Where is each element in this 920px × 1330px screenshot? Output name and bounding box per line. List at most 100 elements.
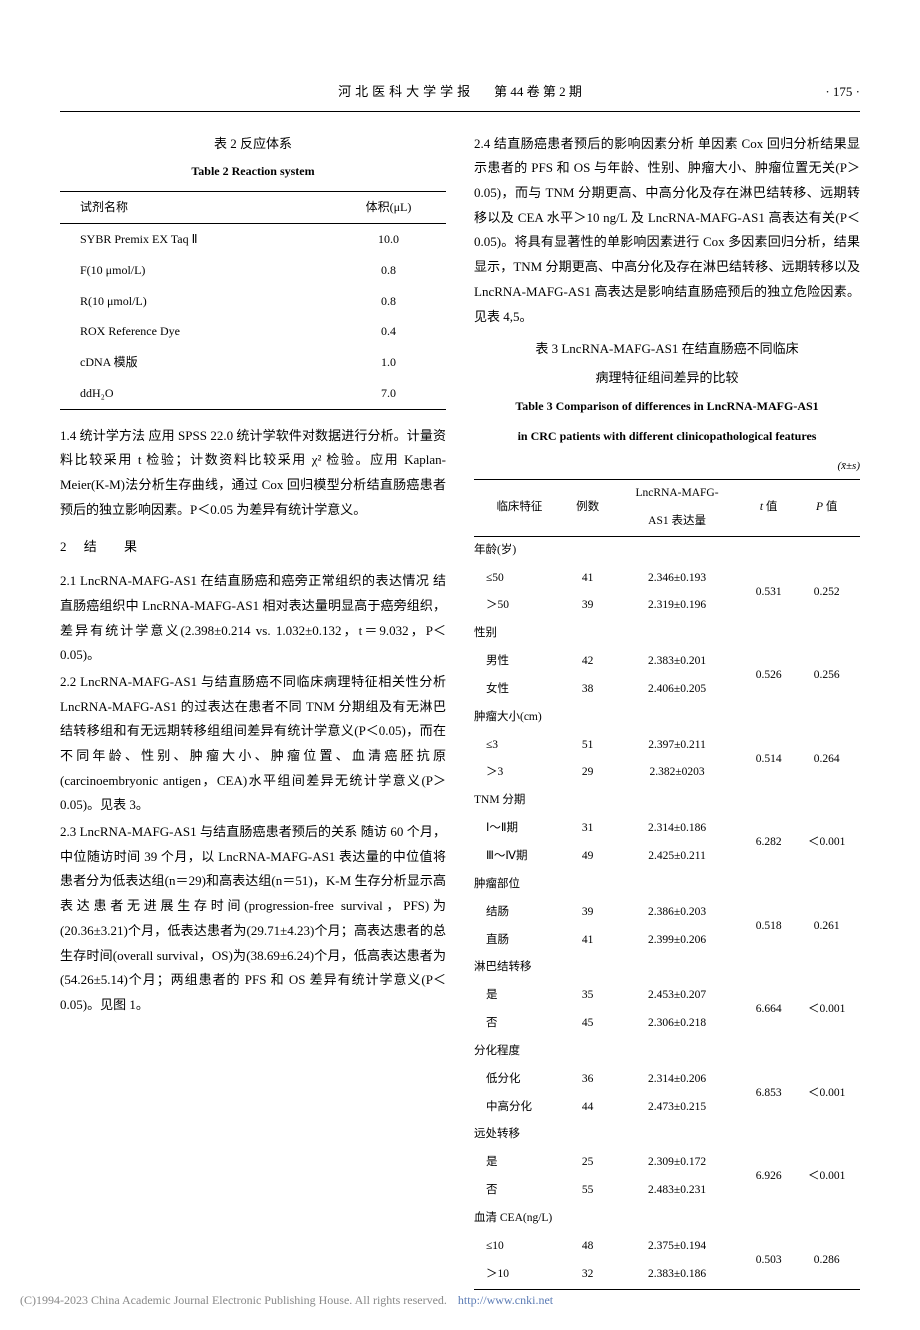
t-value: 6.926 [744,1149,794,1205]
table-cell: 55 [565,1177,610,1205]
table-cell: 0.4 [331,316,446,347]
table2-col-name: 试剂名称 [60,192,331,224]
table-cell: 31 [565,815,610,843]
left-column: 表 2 反应体系 Table 2 Reaction system 试剂名称 体积… [60,132,446,1290]
table-row: Ⅰ～Ⅱ期312.314±0.1866.282＜0.001 [474,815,860,843]
table-cell: 中高分化 [474,1094,565,1122]
table-group-head: 年龄(岁) [474,536,860,564]
table-row: SYBR Premix EX Taq Ⅱ10.0 [60,223,446,254]
table-cell: 36 [565,1066,610,1094]
table-row: ≤3512.397±0.2110.5140.264 [474,732,860,760]
table-row: R(10 μmol/L)0.8 [60,286,446,317]
p-value: 0.286 [793,1233,860,1289]
page-header: 河北医科大学学报 第 44 卷 第 2 期 · 175 · [60,80,860,112]
t-value: 6.664 [744,982,794,1038]
p-value: 0.256 [793,648,860,704]
table-cell: 42 [565,648,610,676]
issue-info: 第 44 卷 第 2 期 [494,80,582,105]
table-cell: ROX Reference Dye [60,316,331,347]
table-group-head: 分化程度 [474,1038,860,1066]
para-2-2: 2.2 LncRNA-MAFG-AS1 与结直肠癌不同临床病理特征相关性分析 L… [60,670,446,818]
p-value: 0.261 [793,899,860,955]
table2-caption-en: Table 2 Reaction system [60,160,446,183]
table-cell: 41 [565,565,610,593]
para-2-3: 2.3 LncRNA-MAFG-AS1 与结直肠癌患者预后的关系 随访 60 个… [60,820,446,1018]
two-column-layout: 表 2 反应体系 Table 2 Reaction system 试剂名称 体积… [60,132,860,1290]
t-value: 0.526 [744,648,794,704]
t3-col-expr-a: LncRNA-MAFG- [610,480,743,508]
p-value: ＜0.001 [793,982,860,1038]
table-cell: ≤50 [474,565,565,593]
table-cell: 0.8 [331,255,446,286]
table-cell: 39 [565,592,610,620]
table-cell: 7.0 [331,378,446,409]
t3-col-p: P 值 [793,480,860,537]
table-cell: ≤3 [474,732,565,760]
table-group-head: 性别 [474,620,860,648]
table-cell: 是 [474,1149,565,1177]
table-group-head: 淋巴结转移 [474,954,860,982]
t3-col-n: 例数 [565,480,610,537]
table3: 临床特征 例数 LncRNA-MAFG- t 值 P 值 AS1 表达量 年龄(… [474,479,860,1289]
table3-block: 表 3 LncRNA-MAFG-AS1 在结直肠癌不同临床 病理特征组间差异的比… [474,337,860,1289]
table-cell: 否 [474,1177,565,1205]
table-row: F(10 μmol/L)0.8 [60,255,446,286]
para-2-1: 2.1 LncRNA-MAFG-AS1 在结直肠癌和癌旁正常组织的表达情况 结直… [60,569,446,668]
table-cell: cDNA 模版 [60,347,331,378]
para-1-4: 1.4 统计学方法 应用 SPSS 22.0 统计学软件对数据进行分析。计量资料… [60,424,446,523]
table-cell: Ⅰ～Ⅱ期 [474,815,565,843]
table-cell: 10.0 [331,223,446,254]
table-cell: 39 [565,899,610,927]
group-label: 血清 CEA(ng/L) [474,1205,860,1233]
t3-col-t: t 值 [744,480,794,537]
table-cell: 2.406±0.205 [610,676,743,704]
group-label: TNM 分期 [474,787,860,815]
table-cell: 25 [565,1149,610,1177]
t-value: 0.514 [744,732,794,788]
table-cell: 2.306±0.218 [610,1010,743,1038]
table-cell: 2.314±0.186 [610,815,743,843]
table-cell: 1.0 [331,347,446,378]
table2-block: 表 2 反应体系 Table 2 Reaction system 试剂名称 体积… [60,132,446,410]
right-column: 2.4 结直肠癌患者预后的影响因素分析 单因素 Cox 回归分析结果显示患者的 … [474,132,860,1290]
group-label: 年龄(岁) [474,536,860,564]
table-cell: 2.319±0.196 [610,592,743,620]
footer-text: (C)1994-2023 China Academic Journal Elec… [20,1293,447,1307]
table-cell: Ⅲ～Ⅳ期 [474,843,565,871]
p-value: ＜0.001 [793,815,860,871]
t3-col-feature: 临床特征 [474,480,565,537]
sec2-title: 结 果 [84,539,149,554]
table-cell: 直肠 [474,927,565,955]
table-group-head: TNM 分期 [474,787,860,815]
p-value: ＜0.001 [793,1149,860,1205]
table-row: 是352.453±0.2076.664＜0.001 [474,982,860,1010]
table-cell: ＞3 [474,759,565,787]
table-cell: 2.346±0.193 [610,565,743,593]
table-cell: 2.453±0.207 [610,982,743,1010]
table-cell: ddH₂O [60,378,331,409]
table-cell: SYBR Premix EX Taq Ⅱ [60,223,331,254]
table-row: ≤50412.346±0.1930.5310.252 [474,565,860,593]
section-2-heading: 2 结 果 [60,535,446,560]
group-label: 远处转移 [474,1121,860,1149]
table-cell: 0.8 [331,286,446,317]
footer-link[interactable]: http://www.cnki.net [458,1293,553,1307]
group-label: 分化程度 [474,1038,860,1066]
table3-caption-en-l2: in CRC patients with different clinicopa… [474,425,860,448]
table3-caption-cn-l1: 表 3 LncRNA-MAFG-AS1 在结直肠癌不同临床 [474,337,860,362]
table-cell: 否 [474,1010,565,1038]
xbar-note: (x̄±s) [474,456,860,477]
table-cell: 38 [565,676,610,704]
t-value: 0.531 [744,565,794,621]
group-label: 性别 [474,620,860,648]
footer: (C)1994-2023 China Academic Journal Elec… [20,1289,900,1312]
table-cell: 2.483±0.231 [610,1177,743,1205]
journal-title: 河北医科大学学报 [338,80,474,105]
table-cell: 2.473±0.215 [610,1094,743,1122]
table-cell: ＞10 [474,1261,565,1289]
table-row: ROX Reference Dye0.4 [60,316,446,347]
table-cell: 2.425±0.211 [610,843,743,871]
t-value: 0.518 [744,899,794,955]
group-label: 肿瘤大小(cm) [474,704,860,732]
table-cell: ≤10 [474,1233,565,1261]
